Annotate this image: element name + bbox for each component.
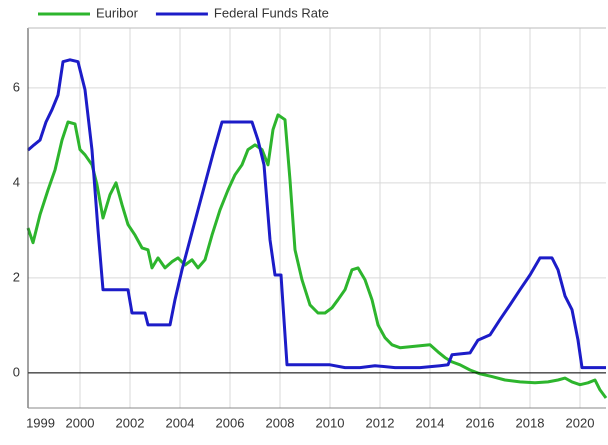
y-tick-label: 4: [13, 174, 20, 189]
y-tick-label: 6: [13, 79, 20, 94]
x-tick-label: 2016: [466, 415, 495, 430]
x-tick-label: 2006: [216, 415, 245, 430]
x-tick-label: 2008: [266, 415, 295, 430]
x-tick-label: 1999: [26, 415, 55, 430]
x-tick-label: 2012: [366, 415, 395, 430]
lines: [26, 58, 608, 399]
x-tick-label: 2000: [66, 415, 95, 430]
axes: 0 2 4 6 1999 2000 2002 2004 2006 2008 2010 2012 2014…: [13, 27, 606, 430]
series-line: [26, 113, 608, 399]
grid: [28, 28, 606, 408]
y-tick-label: 0: [13, 364, 20, 379]
legend-label: Federal Funds Rate: [214, 5, 329, 20]
x-tick-label: 2010: [316, 415, 345, 430]
x-tick-label: 2020: [566, 415, 595, 430]
y-tick-label: 2: [13, 269, 20, 284]
legend: Euribor Federal Funds Rate: [38, 5, 329, 20]
legend-label: Euribor: [96, 5, 139, 20]
x-tick-label: 2004: [166, 415, 195, 430]
x-tick-label: 2014: [416, 415, 445, 430]
x-tick-label: 2002: [116, 415, 145, 430]
series-line: [27, 58, 606, 370]
x-tick-label: 2018: [516, 415, 545, 430]
